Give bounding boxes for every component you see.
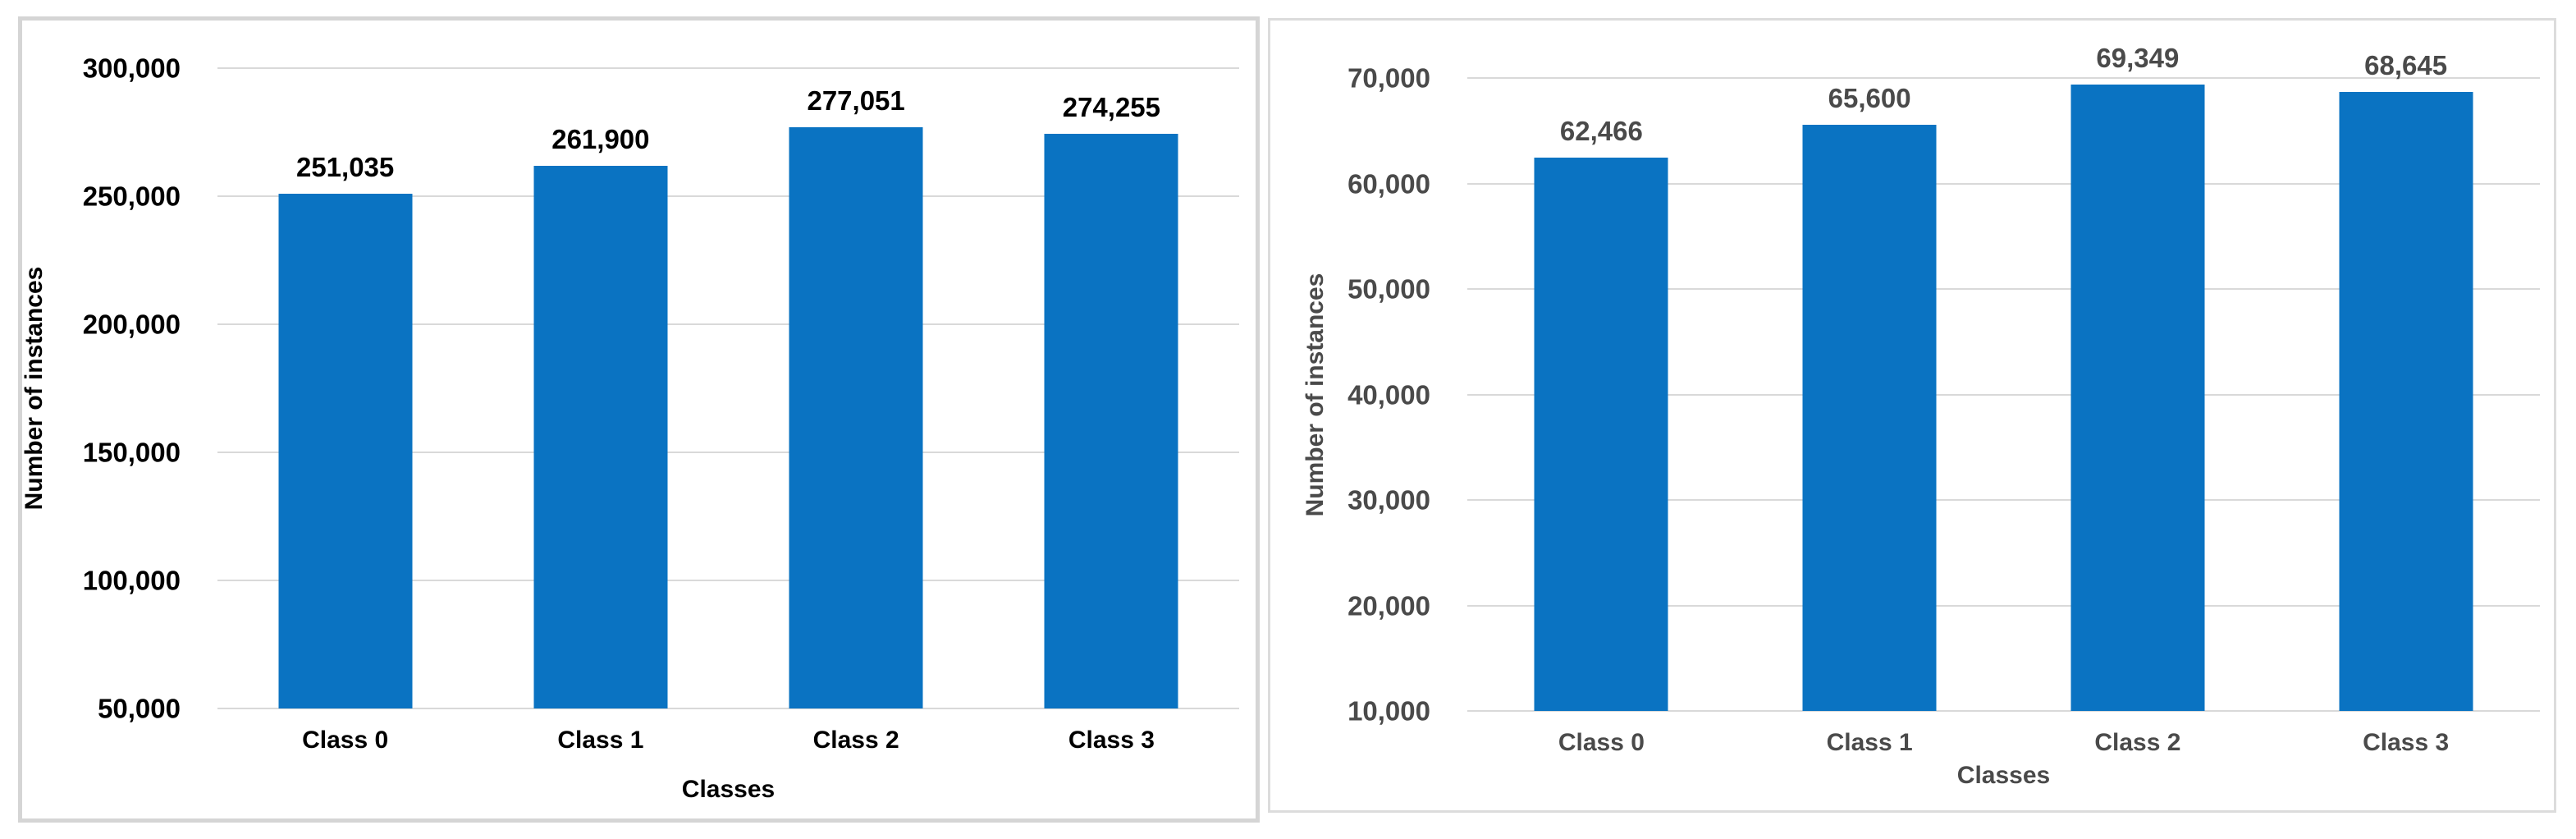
bar-class-1 bbox=[1802, 124, 1937, 711]
gridline bbox=[1467, 499, 2540, 502]
bar-class-1 bbox=[533, 165, 668, 708]
gridline bbox=[1467, 77, 2540, 79]
gridline bbox=[1467, 710, 2540, 712]
bar-value-label-class-2: 277,051 bbox=[807, 85, 905, 116]
bar-class-0 bbox=[1534, 157, 1668, 711]
y-tick-label: 150,000 bbox=[82, 437, 181, 468]
bar-value-label-class-3: 68,645 bbox=[2364, 50, 2448, 81]
x-category-label-class-3: Class 3 bbox=[2363, 729, 2450, 756]
bar-value-label-class-2: 69,349 bbox=[2096, 43, 2180, 74]
bar-class-3 bbox=[1044, 134, 1178, 708]
gridline bbox=[217, 323, 1239, 325]
x-category-label-class-0: Class 0 bbox=[1558, 729, 1645, 756]
y-tick-label: 70,000 bbox=[1347, 62, 1430, 94]
y-tick-label: 20,000 bbox=[1347, 590, 1430, 621]
right-y-axis-title: Number of instances bbox=[1302, 273, 1329, 516]
left-chart-panel: 251,035 261,900 277,051 274,255 50,000 100,0… bbox=[18, 16, 1260, 823]
x-category-label-class-3: Class 3 bbox=[1068, 727, 1155, 754]
bar-value-label-class-1: 261,900 bbox=[551, 123, 650, 154]
y-tick-label: 50,000 bbox=[1347, 273, 1430, 305]
right-y-tick-labels: 10,000 20,000 30,000 40,000 50,000 60,000 70,0… bbox=[1347, 65, 2540, 725]
left-y-tick-labels: 50,000 100,000 150,000 200,000 250,000 300,00… bbox=[83, 55, 1239, 722]
right-gridlines bbox=[1467, 77, 2540, 712]
gridline bbox=[1467, 288, 2540, 291]
x-category-label-class-1: Class 1 bbox=[557, 727, 644, 754]
left-gridlines bbox=[217, 67, 1239, 709]
left-y-axis-title: Number of instances bbox=[21, 266, 48, 511]
right-plot-area: 62,466 65,600 69,349 68,645 10,000 20,000 30,… bbox=[1302, 44, 2540, 788]
right-x-category-labels: Class 0 Class 1 Class 2 Class 3 bbox=[1467, 78, 2540, 755]
right-bars: 62,466 65,600 69,349 68,645 bbox=[1467, 44, 2540, 711]
gridline bbox=[1467, 182, 2540, 185]
bar-value-label-class-0: 251,035 bbox=[295, 151, 395, 182]
gridline bbox=[217, 67, 1239, 69]
x-category-label-class-0: Class 0 bbox=[302, 727, 389, 754]
y-tick-label: 30,000 bbox=[1347, 484, 1430, 516]
right-x-axis-title: Classes bbox=[1956, 762, 2051, 789]
gridline bbox=[1467, 604, 2540, 607]
left-x-category-labels: Class 0 Class 1 Class 2 Class 3 bbox=[217, 68, 1239, 753]
y-tick-label: 40,000 bbox=[1347, 379, 1430, 410]
x-category-label-class-1: Class 1 bbox=[1826, 729, 1913, 756]
gridline bbox=[217, 195, 1239, 197]
y-tick-label: 200,000 bbox=[82, 309, 181, 340]
bar-class-3 bbox=[2339, 92, 2473, 711]
bar-class-2 bbox=[789, 126, 923, 708]
right-chart-panel: 62,466 65,600 69,349 68,645 10,000 20,000 30,… bbox=[1268, 18, 2556, 813]
y-tick-label: 250,000 bbox=[82, 181, 181, 212]
bar-class-0 bbox=[278, 193, 413, 708]
y-tick-label: 60,000 bbox=[1347, 168, 1430, 199]
left-plot-area: 251,035 261,900 277,051 274,255 50,000 100,0… bbox=[21, 55, 1239, 802]
gridline bbox=[1467, 393, 2540, 396]
gridline bbox=[217, 580, 1239, 581]
bar-value-label-class-0: 62,466 bbox=[1559, 115, 1643, 146]
left-bars: 251,035 261,900 277,051 274,255 bbox=[217, 68, 1239, 708]
y-tick-label: 100,000 bbox=[82, 565, 181, 596]
gridline bbox=[217, 708, 1239, 709]
y-tick-label: 50,000 bbox=[98, 693, 181, 724]
y-tick-label: 300,000 bbox=[82, 53, 181, 84]
left-x-axis-title: Classes bbox=[681, 776, 776, 803]
x-category-label-class-2: Class 2 bbox=[812, 727, 899, 754]
bar-value-label-class-3: 274,255 bbox=[1062, 92, 1161, 123]
x-category-label-class-2: Class 2 bbox=[2094, 729, 2181, 756]
bar-class-2 bbox=[2070, 85, 2205, 711]
bar-value-label-class-1: 65,600 bbox=[1828, 82, 1911, 113]
y-tick-label: 10,000 bbox=[1347, 695, 1430, 727]
gridline bbox=[217, 452, 1239, 453]
